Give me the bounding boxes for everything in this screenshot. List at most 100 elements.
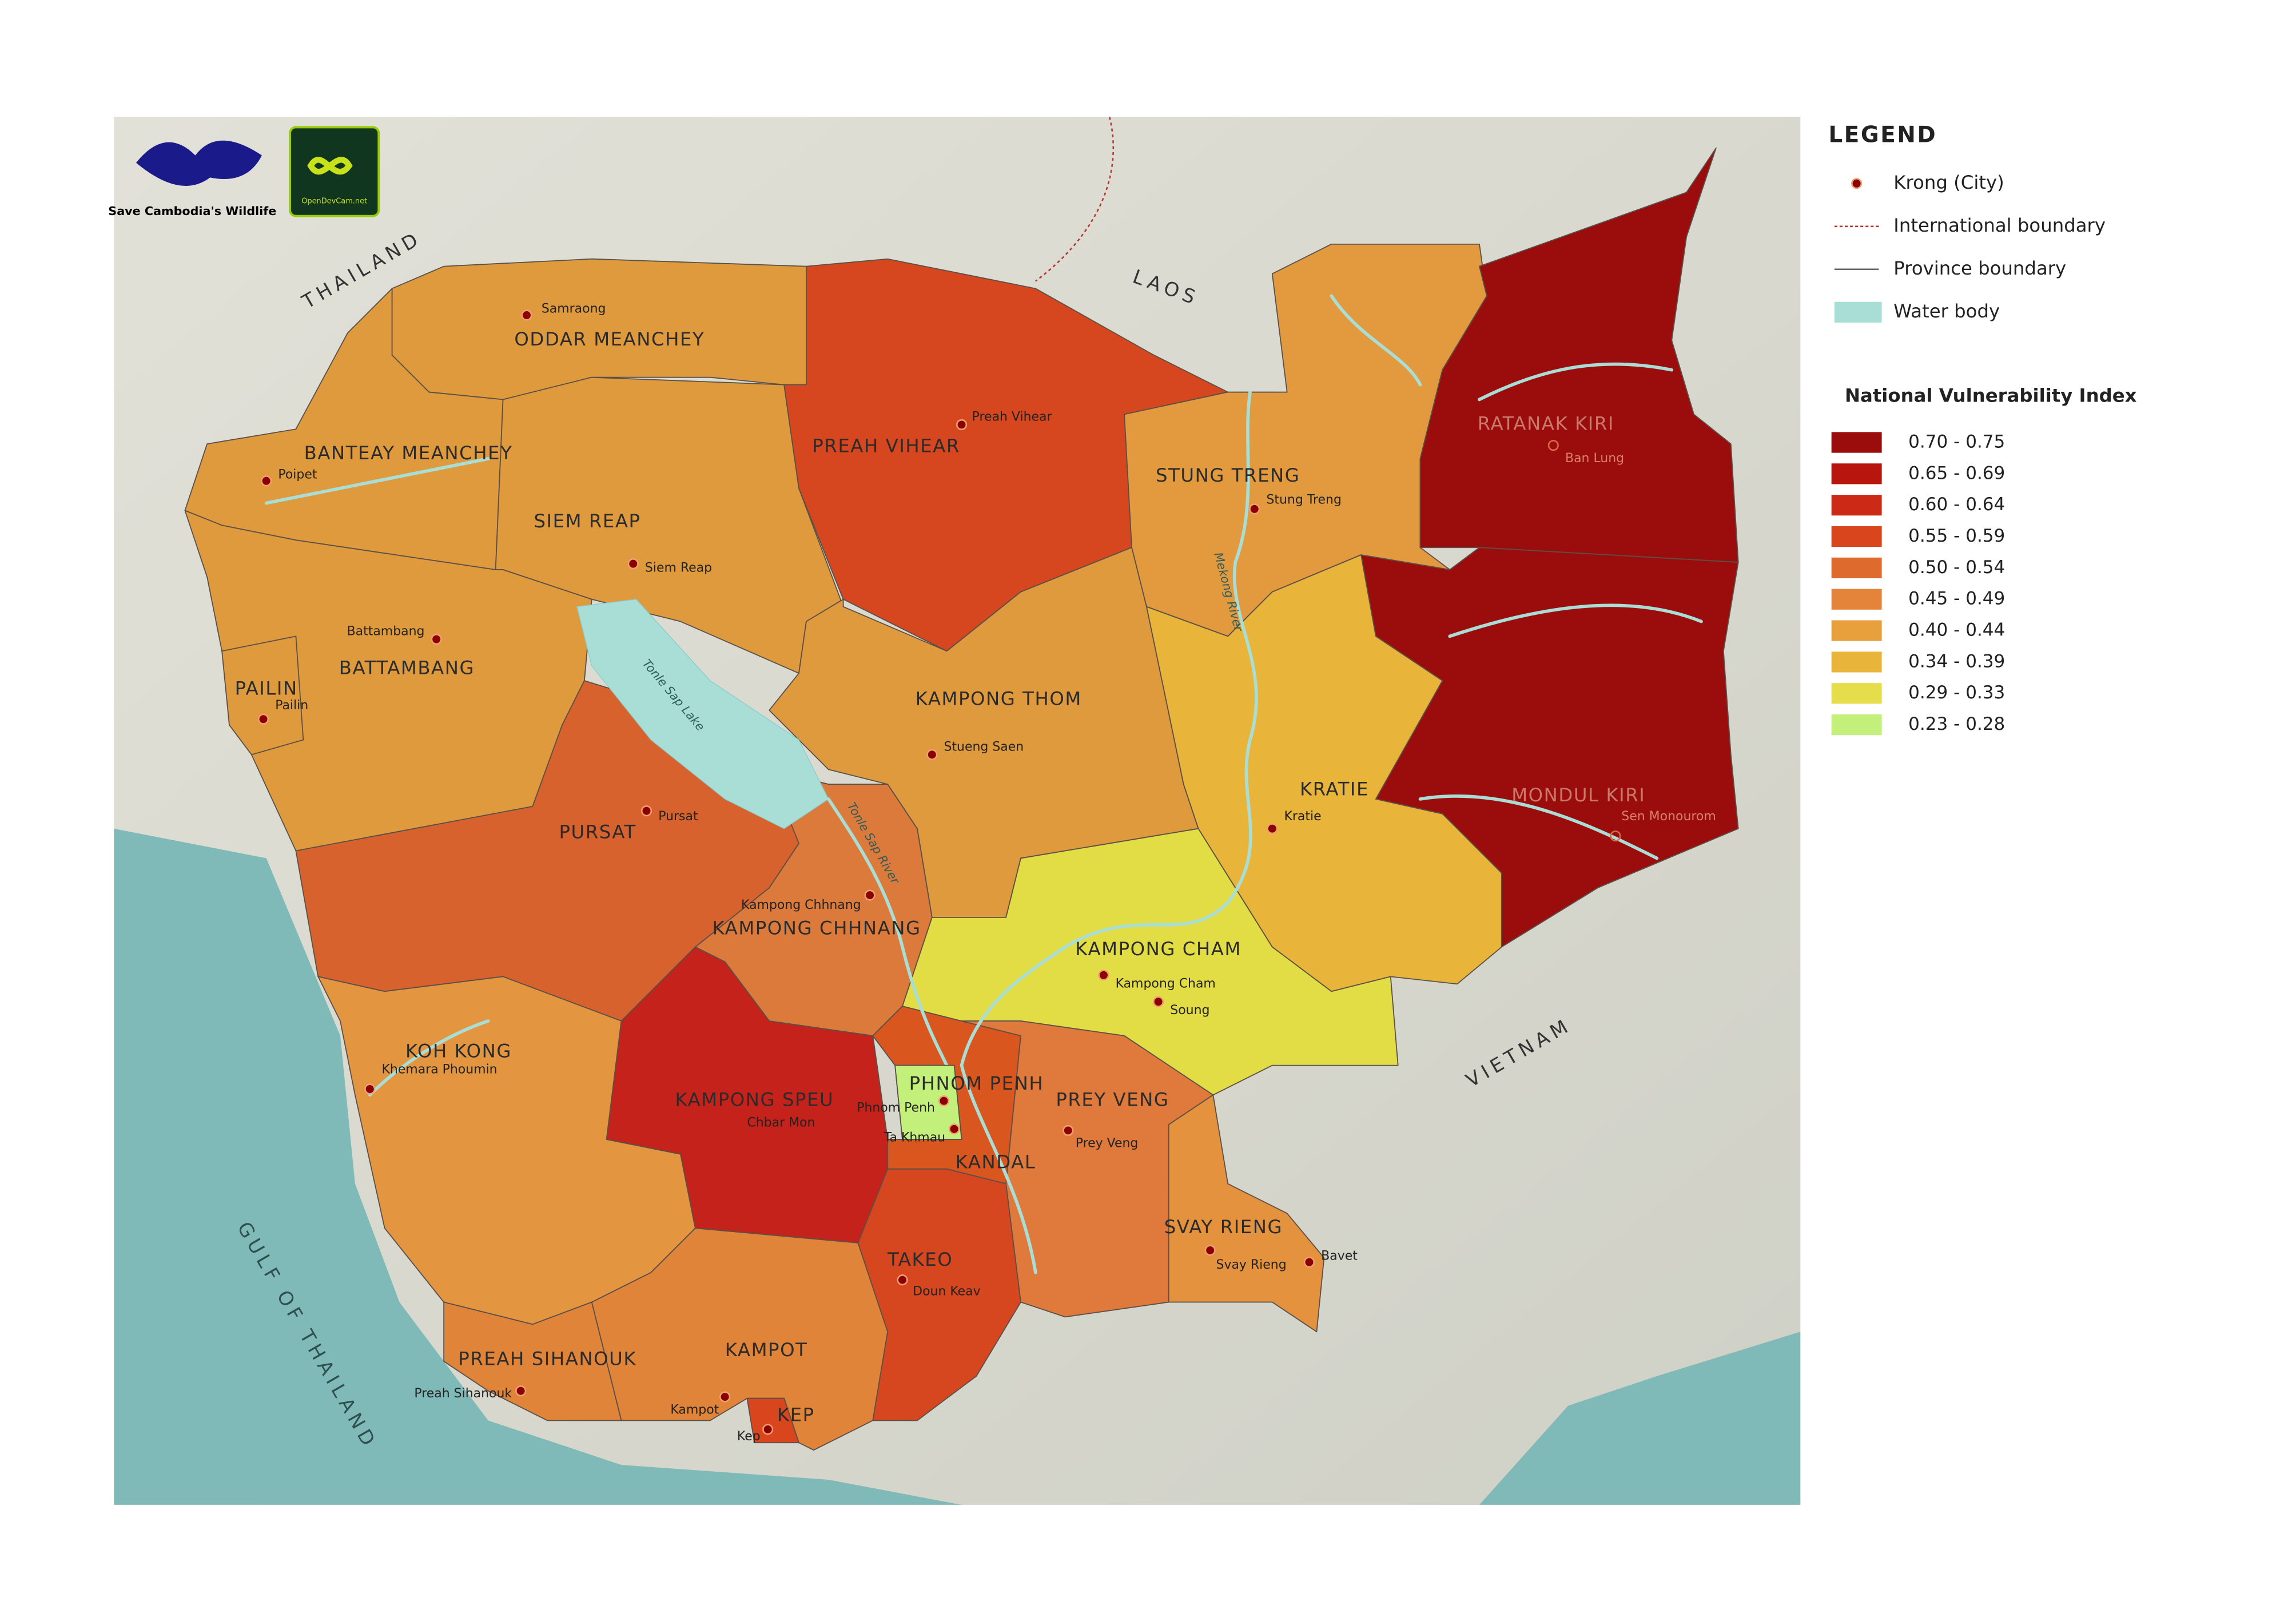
city-label: Preah Sihanouk	[414, 1386, 512, 1401]
province-label: KANDAL	[956, 1151, 1036, 1173]
phnom-penh-area	[894, 1064, 962, 1140]
province-label: TAKEO	[887, 1249, 953, 1270]
city-marker	[938, 1095, 950, 1107]
legend: LEGEND Krong (City) International boundary…	[1828, 122, 2137, 736]
city-marker	[1303, 1257, 1315, 1268]
legend-swatch	[1831, 495, 1882, 516]
city-marker	[431, 633, 442, 645]
city-marker	[949, 1123, 960, 1135]
river	[264, 457, 490, 505]
city-marker	[1153, 996, 1164, 1007]
province-label: KEP	[777, 1404, 815, 1426]
city-label: Chbar Mon	[747, 1115, 815, 1130]
legend-swatch	[1831, 683, 1882, 704]
legend-class-label: 0.34 - 0.39	[1908, 651, 2005, 672]
legend-swatch	[1831, 557, 1882, 578]
province-label: PREAH VIHEAR	[812, 435, 960, 456]
province-label: KAMPONG CHAM	[1075, 938, 1241, 960]
city-label: Sen Monourom	[1621, 809, 1716, 824]
city-label: Poipet	[278, 467, 317, 482]
city-label: Ta Khmau	[884, 1130, 945, 1145]
province-label: RATANAK KIRI	[1478, 412, 1614, 434]
legend-swatch	[1831, 589, 1882, 610]
province-label: STUNG TRENG	[1156, 464, 1300, 486]
legend-class-label: 0.45 - 0.49	[1908, 589, 2005, 609]
map-layer	[114, 117, 1801, 1505]
city-marker	[1204, 1245, 1216, 1256]
city-marker	[864, 889, 876, 901]
city-marker	[897, 1274, 908, 1286]
legend-class-label: 0.23 - 0.28	[1908, 714, 2005, 734]
city-label: Siem Reap	[645, 561, 712, 575]
province-label: PAILIN	[235, 678, 298, 700]
river	[368, 1019, 490, 1097]
city-marker	[627, 558, 639, 570]
city-label: Doun Keav	[913, 1284, 980, 1298]
legend-symbol	[1851, 178, 1863, 189]
province-label: PHNOM PENH	[909, 1072, 1044, 1094]
logo-text: OpenDevCam.net	[301, 197, 367, 205]
city-marker	[1547, 440, 1559, 451]
city-label: Pursat	[658, 809, 698, 824]
city-marker	[521, 309, 532, 321]
province-label: PREAH SIHANOUK	[458, 1348, 636, 1369]
city-label: Bavet	[1321, 1249, 1358, 1263]
city-label: Samraong	[542, 302, 606, 316]
province-label: SVAY RIENG	[1164, 1216, 1283, 1238]
legend-subtitle: National Vulnerability Index	[1845, 384, 2137, 406]
city-marker	[1098, 970, 1109, 981]
city-label: Stueng Saen	[944, 740, 1024, 754]
province-label: ODDAR MEANCHEY	[514, 328, 705, 350]
legend-item: International boundary	[1893, 214, 2106, 236]
city-marker	[261, 475, 272, 487]
city-label: Kratie	[1284, 809, 1321, 824]
province-label: MONDUL KIRI	[1511, 784, 1645, 806]
province-label: KAMPONG SPEU	[675, 1089, 834, 1111]
city-marker	[1063, 1125, 1074, 1136]
province	[221, 635, 304, 756]
logo-wildlife: Save Cambodia's Wildlife	[108, 140, 276, 218]
logo-mark	[307, 157, 353, 175]
city-marker	[515, 1385, 527, 1397]
legend-item: Water body	[1893, 300, 2000, 322]
city-marker	[1610, 831, 1621, 842]
legend-swatch	[1831, 714, 1882, 736]
province	[1419, 147, 1739, 563]
legend-swatch	[1831, 651, 1882, 673]
international-boundary	[1035, 117, 1115, 282]
city-marker	[719, 1391, 731, 1403]
city-label: Kampong Cham	[1116, 976, 1216, 991]
city-marker	[762, 1424, 774, 1435]
legend-class-label: 0.65 - 0.69	[1908, 463, 2005, 483]
province-label: KOH KONG	[405, 1040, 512, 1062]
provinces	[184, 147, 1739, 1451]
logo-text: Save Cambodia's Wildlife	[108, 204, 276, 218]
tonle-sap-lake	[576, 599, 829, 829]
legend-swatch	[1831, 620, 1882, 641]
city-label: Ban Lung	[1565, 451, 1624, 466]
legend-swatch	[1831, 463, 1882, 484]
province-label: KAMPONG CHHNANG	[712, 917, 921, 939]
province-label: PURSAT	[559, 821, 636, 843]
legend-class-label: 0.60 - 0.64	[1908, 494, 2005, 515]
province	[746, 1397, 799, 1444]
city-label: Kampong Chhnang	[741, 898, 861, 912]
city-marker	[364, 1083, 376, 1095]
city-marker	[257, 713, 269, 725]
city-marker	[926, 749, 938, 760]
city-label: Preah Vihear	[972, 410, 1053, 424]
legend-class-label: 0.29 - 0.33	[1908, 682, 2005, 703]
city-label: Khemara Phoumin	[381, 1062, 497, 1076]
province-label: BATTAMBANG	[339, 657, 475, 678]
city-marker	[1267, 823, 1278, 835]
city-label: Pailin	[275, 698, 308, 713]
city-label: Kep	[737, 1429, 761, 1444]
logo-odc: OpenDevCam.net	[289, 126, 380, 217]
city-marker	[1249, 503, 1260, 515]
city-label: Phnom Penh	[857, 1101, 935, 1115]
province-label: SIEM REAP	[534, 510, 640, 532]
legend-class-label: 0.70 - 0.75	[1908, 431, 2005, 452]
province-label: KAMPONG THOM	[916, 688, 1082, 710]
